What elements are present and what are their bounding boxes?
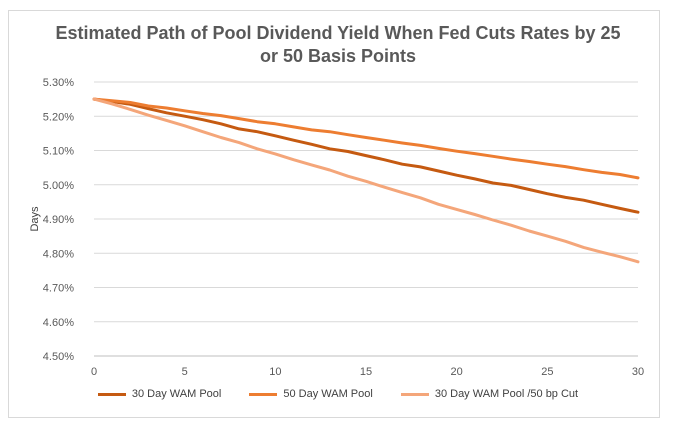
y-axis-label: Days: [29, 206, 41, 232]
x-tick-label: 25: [541, 366, 553, 378]
y-tick-label: 5.30%: [43, 77, 74, 89]
chart-title-line-1: Estimated Path of Pool Dividend Yield Wh…: [55, 23, 621, 43]
y-tick-label: 4.60%: [43, 317, 74, 329]
chart-legend: 30 Day WAM Pool 50 Day WAM Pool 30 Day WAM…: [0, 388, 676, 400]
y-tick-label: 4.70%: [43, 283, 74, 295]
x-tick-label: 30: [632, 366, 644, 378]
x-tick-label: 10: [269, 366, 281, 378]
legend-item: 30 Day WAM Pool: [97, 388, 222, 400]
chart-frame: [8, 10, 660, 418]
legend-label: 50 Day WAM Pool: [283, 388, 373, 400]
x-tick-label: 20: [451, 366, 463, 378]
x-tick-label: 5: [182, 366, 188, 378]
legend-label: 30 Day WAM Pool: [131, 388, 222, 400]
y-tick-label: 5.10%: [43, 146, 74, 158]
y-tick-label: 4.50%: [43, 351, 74, 363]
chart-title-line-2: or 50 Basis Points: [259, 46, 417, 66]
legend-label: 30 Day WAM Pool /50 bp Cut: [434, 388, 579, 400]
y-tick-label: 4.80%: [43, 248, 74, 260]
y-tick-label: 4.90%: [43, 214, 74, 226]
legend-swatch: [97, 392, 126, 396]
series-line-2: [92, 97, 640, 180]
y-tick-label: 5.00%: [43, 180, 74, 192]
x-tick-label: 15: [360, 366, 372, 378]
legend-item: 30 Day WAM Pool /50 bp Cut: [400, 388, 579, 400]
legend-item: 50 Day WAM Pool: [249, 388, 373, 400]
x-tick-label: 0: [91, 366, 97, 378]
y-tick-label: 5.20%: [43, 111, 74, 123]
legend-swatch: [249, 392, 278, 396]
chart-title: Estimated Path of Pool Dividend Yield Wh…: [0, 22, 676, 68]
series-line-3: [92, 97, 640, 264]
series-line-1: [92, 97, 640, 214]
legend-swatch: [400, 392, 429, 396]
